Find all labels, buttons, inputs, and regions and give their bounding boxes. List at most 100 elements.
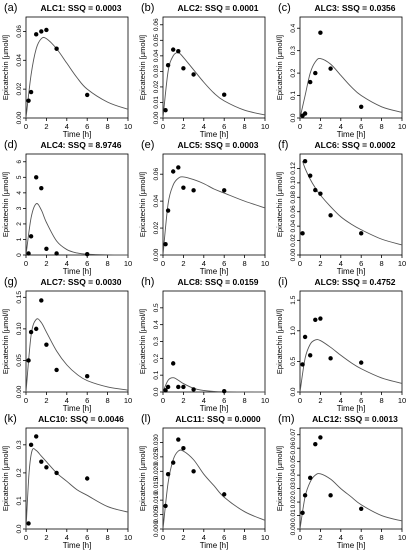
y-tick-label: 0.3 xyxy=(290,46,297,55)
x-tick-label: 4 xyxy=(339,396,343,405)
chart-panel: (h) ALC8: SSQ = 0.0159 0 2 4 6 8 10 0.0 0.1 0.2 0.3… xyxy=(138,276,269,413)
y-tick-label: 0.1 xyxy=(290,91,297,100)
panel-label: (c) xyxy=(278,2,291,14)
y-tick-label: 0.005 xyxy=(153,506,160,523)
y-tick-label: 2 xyxy=(16,222,23,226)
y-tick-label: 0.03 xyxy=(290,482,297,495)
y-tick-label: 0.02 xyxy=(290,234,297,247)
x-axis-label: Time [h] xyxy=(200,404,229,413)
plot-frame xyxy=(299,427,403,530)
x-tick-label: 6 xyxy=(222,396,226,405)
data-point xyxy=(222,92,227,97)
y-tick-label: 6 xyxy=(16,160,23,164)
data-point xyxy=(308,79,313,85)
x-tick-label: 4 xyxy=(202,259,206,268)
x-tick-label: 4 xyxy=(65,122,69,131)
model-curve xyxy=(302,161,403,246)
model-curve xyxy=(162,52,266,119)
chart-panel: (f) ALC6: SSQ = 0.0002 0 2 4 6 8 10 0.000.02 0.04… xyxy=(275,139,406,276)
panel-label: (m) xyxy=(278,413,295,425)
x-tick-label: 2 xyxy=(318,259,322,268)
x-tick-label: 8 xyxy=(380,533,384,542)
x-tick-label: 2 xyxy=(44,259,48,268)
data-point xyxy=(313,441,318,447)
model-curve xyxy=(299,58,403,119)
panel-label: (i) xyxy=(278,276,288,288)
x-tick-label: 4 xyxy=(65,259,69,268)
x-tick-label: 0 xyxy=(298,259,302,268)
plot-frame xyxy=(162,153,266,256)
data-point xyxy=(328,493,333,498)
chart-title: ALC11: SSQ = 0.0000 xyxy=(175,414,261,424)
y-tick-label: 0.3 xyxy=(16,440,23,449)
y-tick-label: 0.05 xyxy=(290,455,297,468)
data-point xyxy=(359,104,364,109)
y-tick-label: 0.00 xyxy=(290,248,297,261)
y-tick-label: 0 xyxy=(16,253,23,257)
y-tick-label: 1.5 xyxy=(290,295,297,304)
chart-title: ALC8: SSQ = 0.0159 xyxy=(177,277,258,287)
panel-label: (b) xyxy=(141,2,154,14)
data-point xyxy=(328,356,333,361)
y-tick-label: 0.05 xyxy=(16,354,23,367)
x-axis-label: Time [h] xyxy=(63,130,92,139)
data-point xyxy=(54,470,59,476)
x-tick-label: 6 xyxy=(222,259,226,268)
x-tick-label: 0 xyxy=(24,122,28,131)
data-point xyxy=(222,188,227,193)
y-tick-label: 0.00 xyxy=(153,111,160,124)
data-point xyxy=(191,387,196,392)
plot-frame xyxy=(162,427,266,530)
y-tick-label: 0.06 xyxy=(16,25,23,38)
data-point xyxy=(39,298,44,303)
data-point xyxy=(171,460,176,465)
x-tick-label: 10 xyxy=(124,533,132,542)
y-axis-label: Epicatechin [µmol/l] xyxy=(1,309,10,374)
x-axis-label: Time [h] xyxy=(337,267,366,276)
data-point xyxy=(313,187,318,193)
x-tick-label: 2 xyxy=(181,396,185,405)
y-tick-label: 0.4 xyxy=(153,320,160,329)
data-point xyxy=(26,358,31,363)
data-point xyxy=(300,231,305,236)
x-tick-label: 4 xyxy=(339,533,343,542)
y-tick-label: 0.0 xyxy=(16,524,23,533)
y-tick-label: 0.12 xyxy=(290,162,297,175)
y-tick-label: 0.1 xyxy=(153,370,160,379)
y-tick-label: 0.06 xyxy=(153,18,160,31)
y-axis-label: Epicatechin [µmol/l] xyxy=(1,35,10,100)
data-point xyxy=(54,367,59,373)
data-point xyxy=(318,30,323,35)
data-point xyxy=(34,32,39,37)
data-point xyxy=(328,66,333,71)
x-axis-label: Time [h] xyxy=(63,267,92,276)
chart-title: ALC2: SSQ = 0.0001 xyxy=(177,3,258,13)
data-point xyxy=(165,384,171,390)
x-tick-label: 6 xyxy=(359,533,363,542)
x-tick-label: 0 xyxy=(161,396,165,405)
y-tick-label: 0.1 xyxy=(16,496,23,505)
plot-frame xyxy=(162,16,266,119)
data-point xyxy=(54,46,59,51)
x-tick-label: 0 xyxy=(161,259,165,268)
data-point xyxy=(222,492,227,497)
y-axis-label: Epicatechin [µmol/l] xyxy=(275,446,284,511)
data-point xyxy=(39,185,44,191)
chart-title: ALC4: SSQ = 8.9746 xyxy=(40,140,121,150)
y-axis-label: Epicatechin [µmol/l] xyxy=(138,309,147,374)
data-point xyxy=(359,506,364,511)
panel-label: (h) xyxy=(141,276,154,288)
y-tick-label: 0.2 xyxy=(153,353,160,362)
data-point xyxy=(171,361,176,366)
panel-label: (f) xyxy=(278,139,288,151)
y-tick-label: 0.025 xyxy=(153,448,160,465)
y-tick-label: 0.05 xyxy=(153,34,160,47)
chart-title: ALC3: SSQ = 0.0356 xyxy=(314,3,395,13)
data-point xyxy=(302,111,308,116)
data-point xyxy=(359,231,364,236)
y-axis-label: Epicatechin [µmol/l] xyxy=(275,172,284,237)
y-tick-label: 0.00 xyxy=(16,111,23,124)
x-tick-label: 8 xyxy=(380,259,384,268)
chart-panel: (b) ALC2: SSQ = 0.0001 0 2 4 6 8 10 0.00 0.01 0.02… xyxy=(138,2,269,139)
